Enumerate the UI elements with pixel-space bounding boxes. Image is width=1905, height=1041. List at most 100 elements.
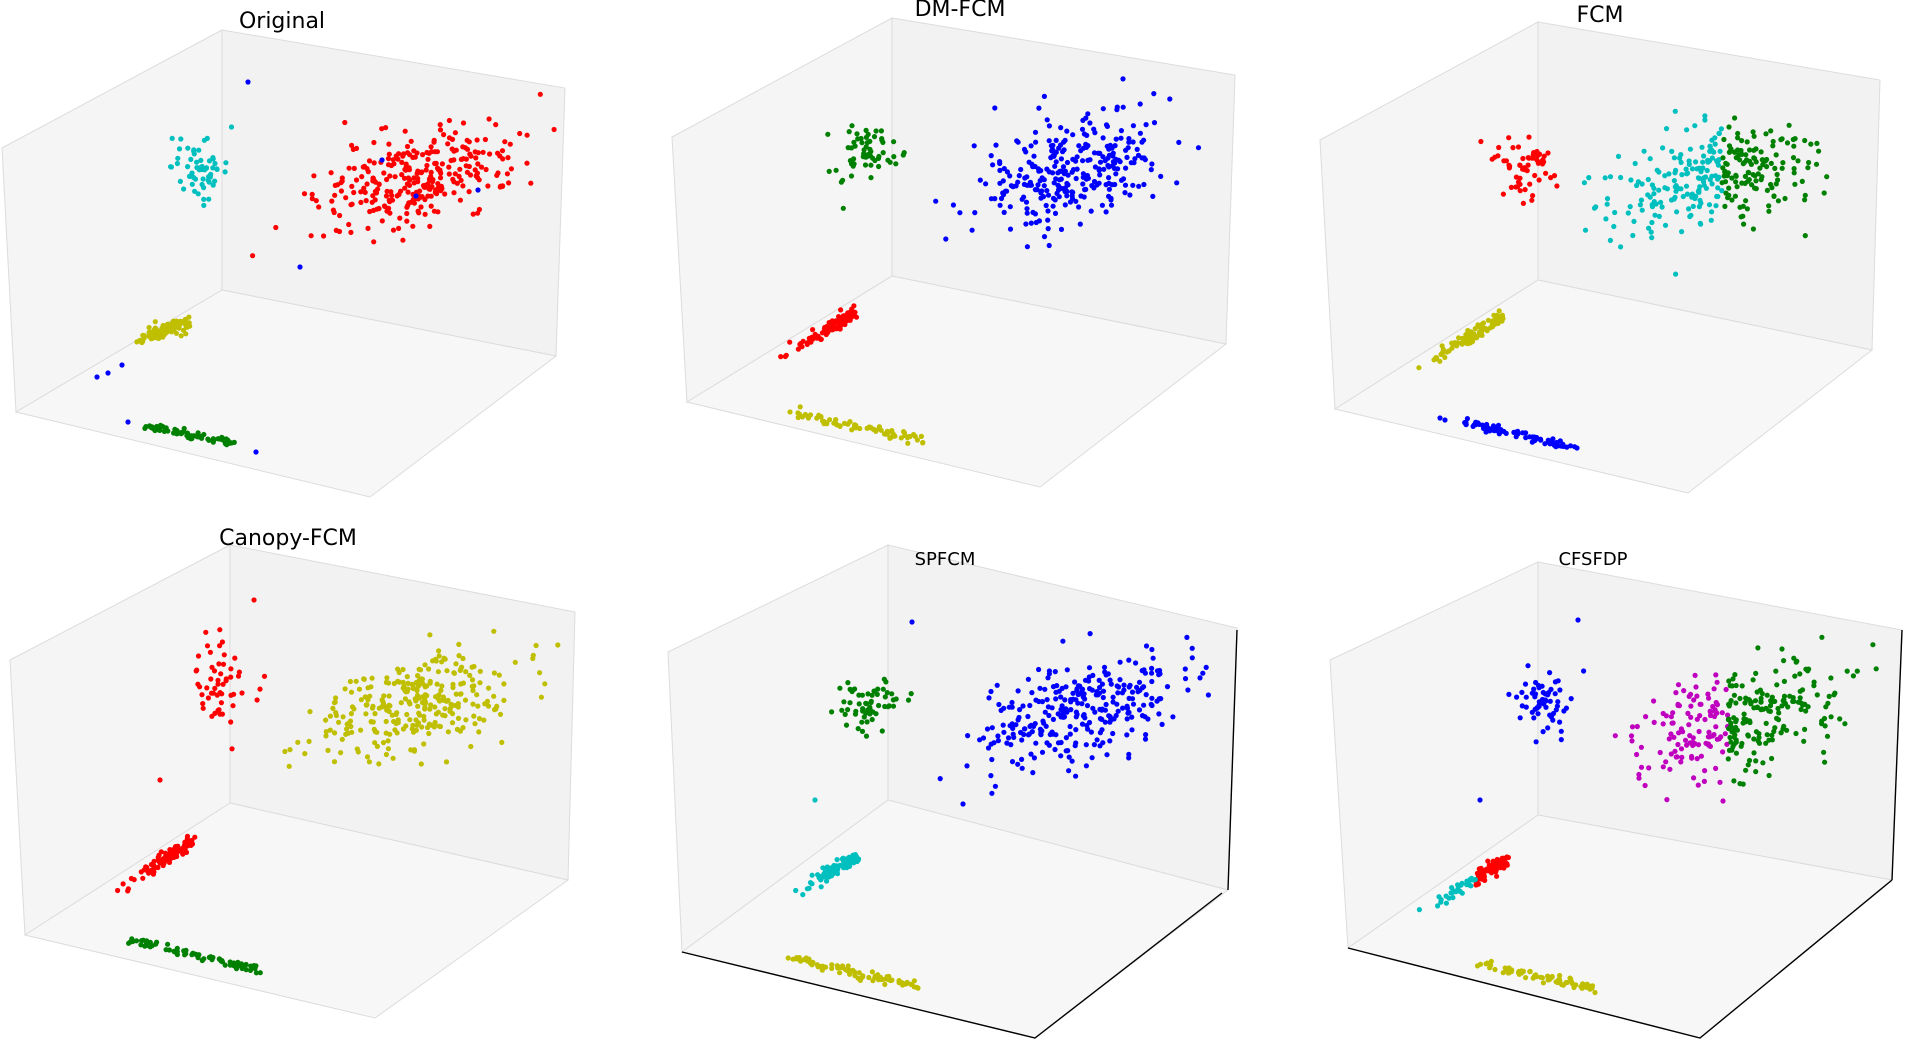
data-point-diagonal-upper bbox=[1476, 873, 1482, 879]
data-point-diagonal bbox=[829, 322, 835, 328]
data-point-upper bbox=[893, 161, 899, 167]
data-point-large bbox=[404, 674, 410, 680]
data-point-upper bbox=[254, 697, 260, 703]
data-point-large-right bbox=[1734, 184, 1740, 190]
data-point-large bbox=[1115, 690, 1121, 696]
data-point-upper bbox=[1542, 691, 1548, 697]
data-point-large-right bbox=[1731, 692, 1737, 698]
data-point-floor bbox=[847, 971, 853, 977]
data-point-large bbox=[1021, 731, 1027, 738]
data-point-upper bbox=[867, 138, 873, 144]
data-point-upper bbox=[1548, 686, 1554, 693]
data-point-large bbox=[977, 177, 983, 183]
data-point-large-left bbox=[1662, 222, 1669, 228]
data-point-large bbox=[1021, 181, 1027, 187]
data-point-upper bbox=[860, 706, 866, 712]
data-point-floor bbox=[797, 404, 803, 410]
data-point-upper bbox=[868, 162, 874, 168]
data-point-large bbox=[1127, 192, 1133, 198]
data-point-floor bbox=[907, 433, 913, 440]
data-point-large-left bbox=[1634, 182, 1640, 189]
data-point-large-left bbox=[1688, 703, 1694, 709]
data-point-large bbox=[1125, 710, 1131, 716]
data-point-floor bbox=[1539, 975, 1545, 981]
data-point-large bbox=[1050, 203, 1056, 209]
data-point-large bbox=[402, 185, 408, 191]
data-point-large bbox=[1069, 758, 1075, 764]
panel-cfsfdp: CFSFDP bbox=[1329, 549, 1903, 1039]
data-point-floor bbox=[1559, 981, 1565, 988]
data-point-large-right bbox=[1825, 700, 1831, 706]
data-point-large bbox=[346, 221, 352, 228]
data-point-large bbox=[349, 704, 356, 710]
data-point-large bbox=[450, 176, 456, 182]
data-point-large-right bbox=[1742, 173, 1748, 179]
data-point-large-left bbox=[1656, 169, 1662, 175]
data-point-large bbox=[432, 189, 438, 195]
data-point-large bbox=[369, 675, 375, 681]
data-point-large bbox=[301, 191, 308, 197]
data-point-floor bbox=[787, 409, 793, 415]
data-point-upper bbox=[200, 705, 206, 711]
data-point-large bbox=[468, 153, 474, 159]
data-point-large-right bbox=[1721, 173, 1727, 179]
data-point-large bbox=[1154, 668, 1161, 674]
data-point-large-left bbox=[1663, 713, 1669, 719]
data-point-large bbox=[1073, 158, 1079, 164]
data-point-upper bbox=[1532, 172, 1538, 179]
data-point-large-left bbox=[1581, 180, 1587, 186]
data-point-floor bbox=[1480, 425, 1487, 431]
data-point-large bbox=[478, 164, 485, 170]
data-point-large bbox=[1058, 176, 1064, 182]
data-point-upper bbox=[1517, 188, 1523, 194]
data-point-floor bbox=[1492, 966, 1498, 973]
data-point-floor bbox=[785, 955, 791, 961]
data-point-large bbox=[997, 159, 1003, 165]
data-point-large bbox=[331, 209, 337, 216]
data-point-floor bbox=[208, 954, 214, 960]
data-point-large bbox=[307, 709, 313, 715]
data-point-floor bbox=[223, 439, 229, 445]
data-point-large bbox=[1005, 735, 1012, 741]
data-point-large-left bbox=[1678, 746, 1685, 752]
data-point-large-right bbox=[1739, 180, 1745, 186]
data-point-large bbox=[501, 697, 507, 704]
data-point-diagonal bbox=[182, 840, 188, 846]
data-point-large-left bbox=[1629, 724, 1636, 730]
data-point-large bbox=[1050, 170, 1056, 176]
data-point-large bbox=[400, 153, 406, 159]
data-point-large-right bbox=[1740, 781, 1746, 787]
data-point-upper bbox=[856, 701, 862, 707]
data-point-large-right bbox=[1802, 137, 1808, 144]
data-point-large bbox=[438, 170, 444, 176]
data-point-upper bbox=[858, 135, 864, 142]
data-point-large bbox=[506, 180, 512, 186]
data-point-large bbox=[1130, 139, 1136, 145]
data-point-large-left bbox=[1688, 714, 1694, 720]
data-point-diagonal bbox=[800, 892, 806, 898]
data-point-large bbox=[1124, 154, 1130, 160]
data-point-large bbox=[456, 641, 462, 648]
data-point-large-left bbox=[1683, 183, 1690, 189]
data-point-diagonal bbox=[186, 314, 192, 320]
data-point-diagonal bbox=[810, 327, 816, 333]
data-point-large-left bbox=[1636, 775, 1642, 781]
data-point-large bbox=[385, 738, 391, 744]
data-point-large bbox=[454, 726, 460, 733]
data-point-large-left bbox=[1666, 171, 1672, 177]
data-point-floor bbox=[881, 431, 888, 437]
data-point-large bbox=[427, 678, 433, 685]
data-point-large-left bbox=[1673, 271, 1679, 277]
data-point-large bbox=[1055, 187, 1062, 193]
data-point-large bbox=[389, 197, 396, 203]
data-point-large bbox=[1041, 234, 1048, 240]
data-point-large-left bbox=[1700, 165, 1706, 171]
data-point-large bbox=[424, 693, 430, 699]
data-point-large-right bbox=[1745, 178, 1751, 184]
data-point-large bbox=[1097, 150, 1103, 156]
data-point-large-left bbox=[1723, 686, 1729, 693]
data-point-large bbox=[273, 224, 279, 231]
data-point-diagonal bbox=[1442, 354, 1448, 360]
data-point-floor bbox=[1547, 976, 1553, 982]
data-point-large-right bbox=[1766, 203, 1772, 209]
